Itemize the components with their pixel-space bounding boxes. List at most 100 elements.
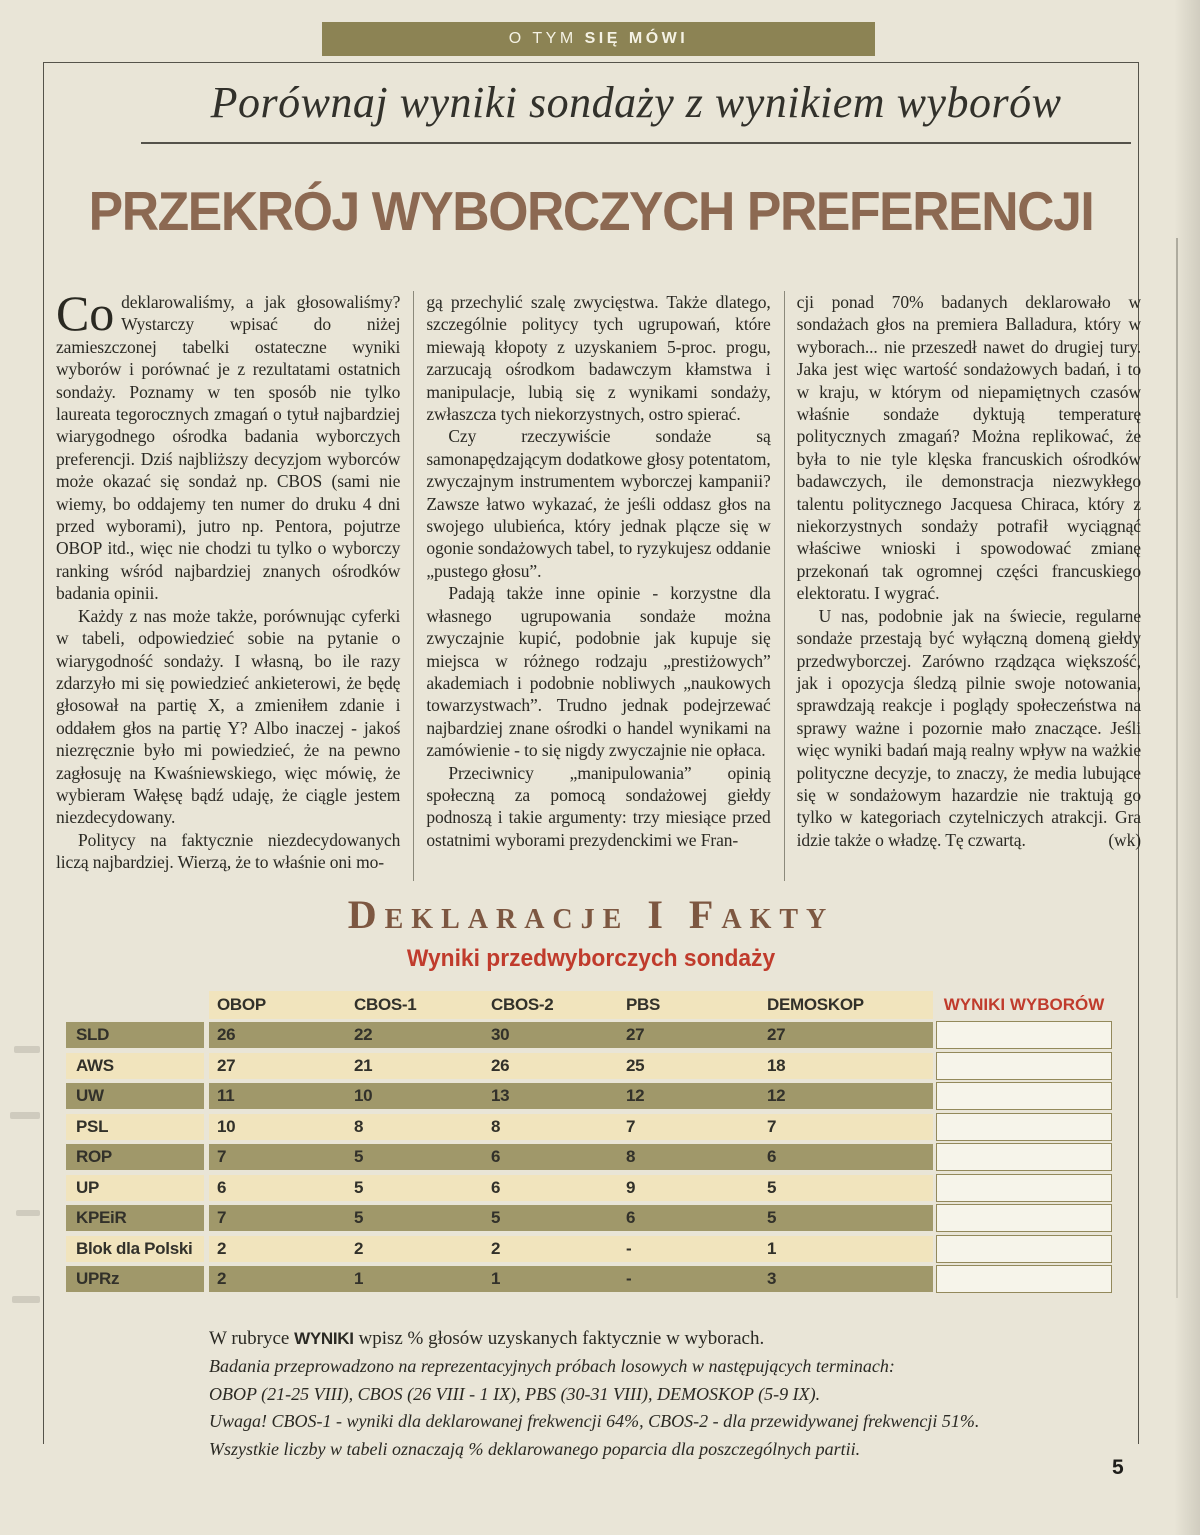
paragraph: Każdy z nas może także, porównując cyfer… [56,605,401,828]
poll-value-cell: 6 [626,1208,636,1227]
poll-value-cell: 5 [354,1208,364,1227]
paragraph: Co deklarowaliśmy, a jak głosowaliśmy? Wy… [56,291,401,604]
values-band: 26 22 30 27 27 [209,1022,933,1048]
heading-initial: I [647,892,671,937]
result-input-box[interactable] [936,1051,1112,1080]
result-input-box[interactable] [936,1234,1112,1263]
article-column-2: gą przechylić szalę zwycięstwa. Także dl… [413,291,771,881]
scan-artifact [12,1296,40,1303]
scan-artifact [1176,238,1178,1298]
notes-line: OBOP (21-25 VIII), CBOS (26 VIII - 1 IX)… [209,1383,821,1404]
poll-value-cell: 8 [354,1116,364,1136]
result-input-box[interactable] [936,1265,1112,1293]
poll-value-cell: 13 [491,1086,510,1105]
poll-value-cell: 6 [491,1177,501,1197]
poll-value-cell: 10 [354,1086,373,1105]
table-row: AWS 27 21 26 25 18 [66,1051,1114,1080]
table-row: UPRz 2 1 1 - 3 [66,1265,1114,1293]
values-band: 7 5 5 6 5 [209,1205,933,1231]
header-band: OBOP CBOS-1 CBOS-2 PBS DEMOSKOP [209,991,933,1019]
poll-value-cell: 18 [767,1055,786,1075]
table-row: UP 6 5 6 9 5 [66,1173,1114,1202]
table-notes: W rubryce WYNIKI wpisz % głosów uzyskany… [209,1325,1069,1463]
poll-value-cell: 8 [626,1147,636,1166]
notes-intro-bold: WYNIKI [294,1329,354,1348]
poll-value-cell: 6 [217,1177,227,1197]
article-column-3: cji ponad 70% badanych deklarowało w son… [783,291,1141,881]
poll-value-cell: 5 [767,1177,777,1197]
poll-value-cell: 1 [354,1269,364,1288]
heading-word: DEKLARACJE [348,892,630,937]
party-label: UW [66,1083,204,1109]
party-label: UPRz [66,1266,204,1292]
poll-value-cell: - [626,1269,632,1288]
poll-value-cell: 1 [767,1238,777,1258]
result-input-box[interactable] [936,1143,1112,1171]
headline: Porównaj wyniki sondaży z wynikiem wybor… [210,78,1062,127]
poll-value-cell: - [626,1238,632,1258]
result-input-box[interactable] [936,1021,1112,1049]
scan-artifact [14,1046,40,1053]
poll-value-cell: 2 [217,1269,227,1288]
table-header-row: OBOP CBOS-1 CBOS-2 PBS DEMOSKOP WYNIKI WYBORÓ… [66,991,1114,1019]
poll-value-cell: 26 [217,1025,236,1044]
heading-rest: AKTY [721,904,835,935]
values-band: 7 5 6 8 6 [209,1144,933,1170]
values-band: 2 2 2 - 1 [209,1235,933,1262]
table-row: PSL 10 8 8 7 7 [66,1112,1114,1141]
headline-rule [141,142,1131,144]
article-frame: Porównaj wyniki sondaży z wynikiem wybor… [43,62,1141,1459]
heading-word: I [647,892,671,937]
result-input-box[interactable] [936,1204,1112,1232]
result-input-box[interactable] [936,1082,1112,1110]
notes-line: Uwaga! CBOS-1 - wyniki dla deklarowanej … [209,1411,980,1431]
paragraph: Przeciwnicy „manipulowania” opinią społe… [426,762,771,850]
poll-value-cell: 25 [626,1055,645,1075]
poll-value-cell: 27 [767,1025,786,1044]
heading-initial: D [347,892,385,937]
party-label: KPEiR [66,1205,204,1231]
poll-value-cell: 27 [217,1055,236,1075]
notes-intro: W rubryce WYNIKI wpisz % głosów uzyskany… [209,1328,765,1349]
table-row: UW 11 10 13 12 12 [66,1082,1114,1110]
poll-value-cell: 2 [217,1238,227,1258]
paragraph: U nas, podobnie jak na świecie, regularn… [796,605,1141,850]
scan-artifact [16,1210,40,1216]
party-label: PSL [66,1113,204,1140]
section-heading: DEKLARACJE I FAKTY [44,891,1138,938]
poll-value-cell: 3 [767,1269,777,1288]
party-label: AWS [66,1052,204,1079]
poll-value-cell: 11 [217,1086,235,1105]
poll-value-cell: 7 [217,1147,227,1166]
table-row: SLD 26 22 30 27 27 [66,1021,1114,1049]
paragraph: cji ponad 70% badanych deklarowało w son… [796,292,1141,604]
poll-value-cell: 5 [491,1208,501,1227]
poll-value-cell: 30 [491,1025,510,1044]
poll-value-cell: 27 [626,1025,645,1044]
result-input-box[interactable] [936,1173,1112,1202]
table-row: KPEiR 7 5 5 6 5 [66,1204,1114,1232]
heading-word: FAKTY [689,892,834,937]
section-banner: O TYM SIĘ MÓWI [322,22,875,56]
values-band: 27 21 26 25 18 [209,1052,933,1079]
column-header: CBOS-1 [354,995,417,1014]
result-input-box[interactable] [936,1112,1112,1141]
article-body: Co deklarowaliśmy, a jak głosowaliśmy? Wy… [56,291,1141,881]
poll-value-cell: 6 [491,1147,501,1166]
values-band: 6 5 6 9 5 [209,1174,933,1201]
article-column-1: Co deklarowaliśmy, a jak głosowaliśmy? Wy… [56,291,400,881]
author-initials: (wk) [1108,829,1141,850]
poll-value-cell: 1 [491,1269,501,1288]
poll-value-cell: 9 [626,1177,636,1197]
values-band: 2 1 1 - 3 [209,1266,933,1292]
paragraph: Politycy na faktycznie niezdecydowanych … [56,829,401,873]
scan-artifact [10,1112,40,1119]
poll-table: OBOP CBOS-1 CBOS-2 PBS DEMOSKOP WYNIKI WYBORÓ… [66,991,1114,1297]
column-header: DEMOSKOP [767,995,864,1014]
poll-value-cell: 5 [354,1147,364,1166]
party-label: ROP [66,1144,204,1170]
column-header: OBOP [217,995,266,1014]
party-label: Blok dla Polski [66,1235,204,1262]
poll-value-cell: 7 [217,1208,227,1227]
